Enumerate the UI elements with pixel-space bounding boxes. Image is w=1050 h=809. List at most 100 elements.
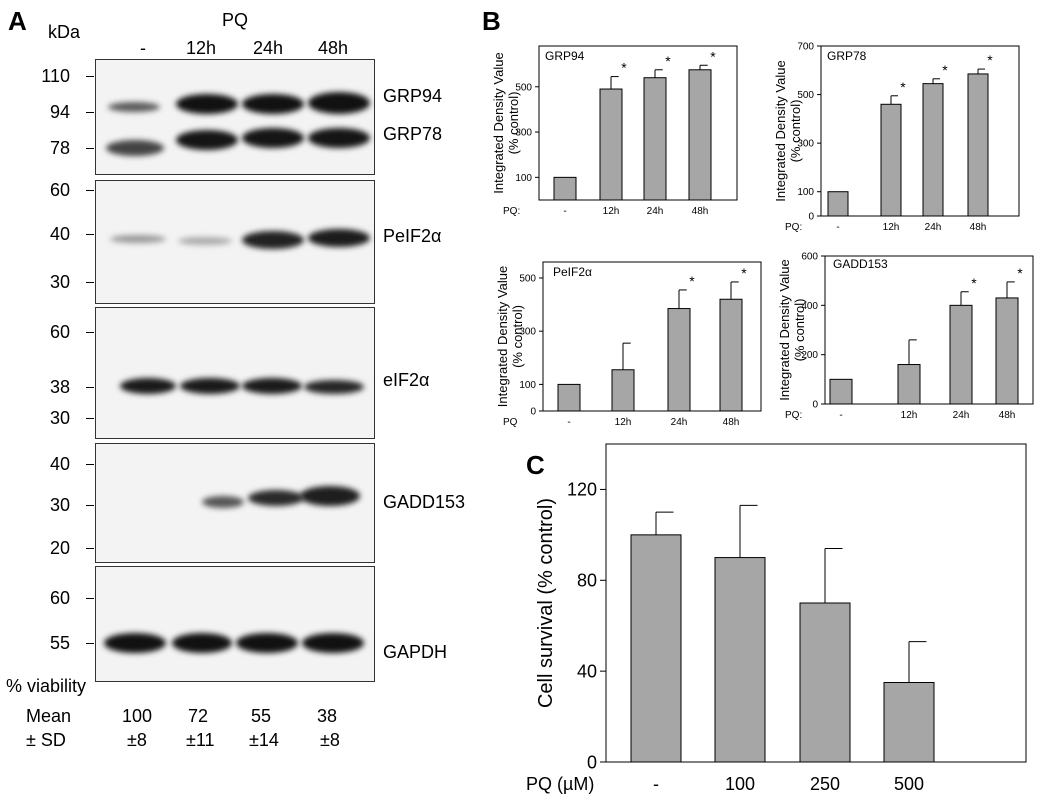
- marker-tick: [86, 76, 94, 77]
- y-tick-label: 40: [577, 661, 597, 681]
- x-tick-label: -: [836, 222, 839, 233]
- x-tick-label: 24h: [953, 410, 970, 421]
- y-tick-label: 300: [797, 139, 814, 150]
- bar: [880, 103, 902, 217]
- plot-frame: [538, 45, 738, 201]
- x-tick-label: -: [653, 774, 659, 794]
- marker-label: 78: [49, 138, 70, 158]
- protein-label: PeIF2α: [383, 226, 442, 246]
- y-axis-label-line: (% control): [792, 299, 807, 362]
- protein-label: GRP94: [383, 86, 443, 106]
- y-axis-label-line: Integrated Density Value: [491, 52, 506, 193]
- bar: [667, 308, 691, 412]
- bar: [967, 73, 989, 217]
- x-tick-label: -: [839, 410, 842, 421]
- y-tick-label: 100: [515, 173, 532, 184]
- marker-label: 38: [49, 377, 70, 397]
- y-tick-label: 0: [587, 752, 597, 772]
- significance-star: *: [900, 79, 906, 95]
- bar: [688, 69, 712, 201]
- y-axis-label: Integrated Density Value(% control): [491, 52, 521, 193]
- chart-grp78: GRP78 0 100 300 500 700 Integrated Density Val…: [773, 42, 1020, 233]
- y-tick-label: 0: [808, 212, 814, 223]
- marker-label: 30: [49, 408, 70, 428]
- marker-label: 30: [49, 272, 70, 292]
- y-axis-label-line: Integrated Density Value: [773, 60, 788, 201]
- viability-mean: 100: [122, 706, 153, 726]
- significance-star: *: [971, 275, 977, 291]
- y-tick-label: 80: [577, 571, 597, 591]
- significance-star: *: [621, 60, 627, 76]
- bar: [922, 83, 944, 217]
- y-tick-label: 120: [567, 480, 597, 500]
- marker-tick: [86, 387, 94, 388]
- lane-label: 12h: [186, 38, 217, 58]
- viability-mean: 55: [251, 706, 272, 726]
- significance-star: *: [665, 53, 671, 69]
- x-tick-label: -: [563, 206, 566, 217]
- viability-sd: ±8: [320, 730, 340, 750]
- marker-tick: [86, 598, 94, 599]
- x-tick-label: 250: [810, 774, 840, 794]
- significance-star: *: [689, 273, 695, 289]
- mean-label: Mean: [26, 706, 72, 726]
- marker-label: 40: [49, 224, 70, 244]
- panel-b-letter: B: [482, 6, 501, 36]
- marker-label: 55: [49, 633, 70, 653]
- y-axis-label-line: (% control): [506, 92, 521, 155]
- y-axis-label: Integrated Density Value(% control): [773, 60, 803, 201]
- y-tick-label: 100: [797, 187, 814, 198]
- marker-tick: [86, 190, 94, 191]
- chart-cell-survival: 0 40 80 120 Cell survival (% control) PQ (µM)…: [526, 443, 1027, 794]
- x-tick-label: 12h: [615, 417, 632, 428]
- lane-label: 48h: [318, 38, 349, 58]
- x-tick-label: 48h: [692, 206, 709, 217]
- x-tick-label: 24h: [925, 222, 942, 233]
- x-tick-label: 12h: [901, 410, 918, 421]
- viability-title: % viability: [6, 676, 87, 696]
- bar: [883, 682, 935, 763]
- viability-sd: ±8: [127, 730, 147, 750]
- blot-grp94-grp78: [95, 59, 375, 175]
- x-tick-label: 12h: [603, 206, 620, 217]
- y-axis-label-line: (% control): [510, 305, 525, 368]
- blot-eif2a: [95, 307, 375, 439]
- lane-label: -: [140, 38, 146, 58]
- chart-title: PeIF2α: [553, 265, 592, 279]
- marker-label: 30: [49, 495, 70, 515]
- significance-star: *: [741, 265, 747, 281]
- x-axis-prefix: PQ:: [503, 206, 520, 217]
- significance-star: *: [1017, 265, 1023, 281]
- y-axis-label-line: Integrated Density Value: [777, 259, 792, 400]
- viability-sd: ±11: [186, 730, 215, 750]
- x-axis-prefix: PQ:: [785, 222, 802, 233]
- bar: [611, 369, 635, 412]
- x-axis-prefix: PQ (µM): [526, 774, 594, 794]
- blot-gapdh: [95, 566, 375, 682]
- y-tick-label: 500: [515, 82, 532, 93]
- marker-tick: [86, 112, 94, 113]
- bar: [949, 304, 973, 405]
- marker-label: 60: [49, 588, 70, 608]
- protein-label: eIF2α: [383, 370, 430, 390]
- y-tick-label: 700: [797, 42, 814, 53]
- x-tick-label: -: [567, 417, 570, 428]
- x-tick-label: 48h: [970, 222, 987, 233]
- chart-title: GADD153: [833, 257, 888, 271]
- x-tick-label: 48h: [723, 417, 740, 428]
- y-tick-label: 200: [801, 350, 818, 361]
- blot-gadd153: [95, 443, 375, 563]
- panel-c-letter: C: [526, 450, 545, 480]
- y-tick-label: 600: [801, 252, 818, 263]
- x-axis-prefix: PQ: [503, 417, 518, 428]
- marker-tick: [86, 332, 94, 333]
- bar: [995, 297, 1019, 405]
- panel-a-letter: A: [8, 6, 27, 36]
- y-axis-label-line: Integrated Density Value: [495, 266, 510, 407]
- bar: [630, 534, 682, 763]
- viability-sd: ±14: [249, 730, 279, 750]
- viability-mean: 38: [317, 706, 338, 726]
- protein-label: GRP78: [383, 124, 443, 144]
- treatment-label: PQ: [222, 10, 249, 30]
